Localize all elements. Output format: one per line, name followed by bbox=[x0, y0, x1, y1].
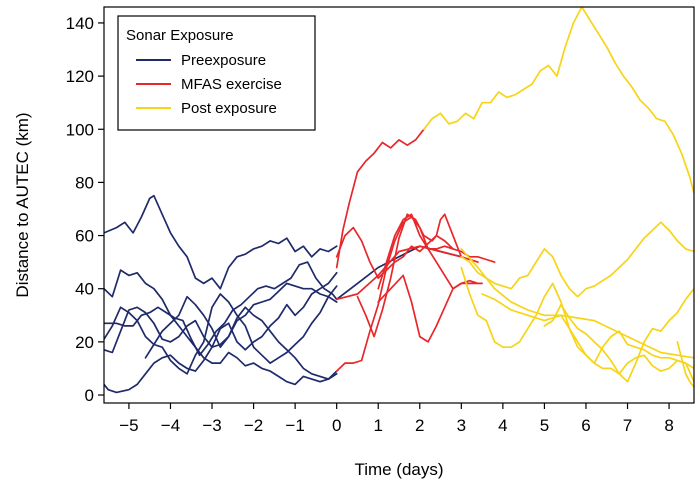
y-tick-label: 0 bbox=[85, 386, 94, 405]
x-tick-label: 3 bbox=[457, 416, 466, 435]
series-preexposure-track-5 bbox=[104, 285, 338, 375]
legend-label: Post exposure bbox=[181, 100, 277, 117]
series-post-exposure-track-5 bbox=[481, 293, 694, 383]
y-axis-title: Distance to AUTEC (km) bbox=[13, 112, 32, 297]
series-mfas-exercise-track-7 bbox=[377, 274, 483, 343]
x-tick-label: 0 bbox=[332, 416, 341, 435]
series-post-exposure-track-1 bbox=[423, 7, 694, 194]
x-tick-label: 1 bbox=[373, 416, 382, 435]
y-tick-label: 100 bbox=[66, 120, 94, 139]
x-tick-label: −2 bbox=[244, 416, 263, 435]
x-tick-label: 8 bbox=[664, 416, 673, 435]
x-tick-label: −5 bbox=[119, 416, 138, 435]
x-tick-label: 7 bbox=[623, 416, 632, 435]
series-post-exposure-track-6 bbox=[543, 287, 694, 383]
plot-frame bbox=[103, 6, 695, 404]
legend-label: Preexposure bbox=[181, 52, 266, 69]
series-post-exposure-track-7 bbox=[676, 341, 694, 388]
series-preexposure-track-3 bbox=[104, 245, 463, 357]
legend-label: MFAS exercise bbox=[181, 76, 282, 93]
x-axis-title: Time (days) bbox=[354, 460, 443, 479]
y-tick-label: 80 bbox=[75, 173, 94, 192]
x-tick-label: 6 bbox=[581, 416, 590, 435]
series-preexposure-track-4 bbox=[104, 306, 338, 394]
y-tick-label: 60 bbox=[75, 227, 94, 246]
y-tick-label: 120 bbox=[66, 67, 94, 86]
y-tick-label: 140 bbox=[66, 14, 94, 33]
series-preexposure-track-1 bbox=[104, 194, 338, 290]
series-preexposure-track-2 bbox=[104, 269, 338, 386]
x-tick-label: 4 bbox=[498, 416, 507, 435]
series-mfas-exercise-track-2 bbox=[335, 226, 496, 279]
x-tick-label: −4 bbox=[161, 416, 180, 435]
series-preexposure-track-6 bbox=[144, 282, 338, 359]
legend-box bbox=[117, 15, 316, 131]
series-post-exposure-track-2 bbox=[460, 221, 694, 298]
x-tick-label: −1 bbox=[285, 416, 304, 435]
y-tick-label: 40 bbox=[75, 280, 94, 299]
series-mfas-exercise-track-4 bbox=[335, 245, 479, 301]
x-tick-label: 5 bbox=[540, 416, 549, 435]
series-preexposure-track-7 bbox=[104, 271, 338, 354]
y-tick-label: 20 bbox=[75, 333, 94, 352]
legend-title: Sonar Exposure bbox=[126, 27, 234, 44]
series-mfas-exercise-track-1 bbox=[335, 128, 425, 269]
series-mfas-exercise-track-5 bbox=[356, 213, 463, 338]
series-lines-layer bbox=[104, 7, 694, 394]
series-post-exposure-track-4 bbox=[460, 248, 694, 359]
x-tick-label: −3 bbox=[202, 416, 221, 435]
series-post-exposure-track-3 bbox=[460, 266, 694, 370]
series-mfas-exercise-track-6 bbox=[377, 213, 454, 290]
legend-entries: Preexposure MFAS exercise Post exposure bbox=[136, 52, 282, 117]
x-tick-label: 2 bbox=[415, 416, 424, 435]
